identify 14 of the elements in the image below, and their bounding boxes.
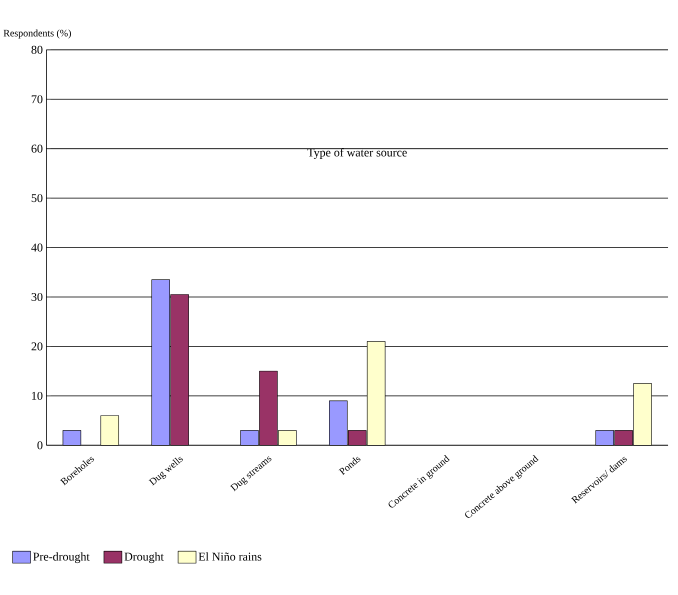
y-tick-label: 60 — [32, 144, 42, 153]
legend-label: Drought — [124, 552, 164, 564]
y-tick-label: 80 — [31, 46, 42, 54]
y-tick-label: 20 — [32, 342, 42, 351]
y-tick-label: 10 — [32, 392, 42, 400]
legend-label: Pre-drought — [33, 552, 90, 564]
y-tick-label: 50 — [32, 194, 42, 202]
x-tick-label: Dug wells — [148, 456, 183, 486]
y-tick-label: 0 — [37, 441, 42, 450]
y-tick-label: 70 — [32, 95, 42, 104]
y-tick-label: 40 — [31, 244, 42, 252]
legend-label: El Niño rains — [198, 552, 262, 561]
y-axis-title: Respondents (%) — [4, 30, 71, 39]
y-tick-label: 30 — [32, 293, 42, 302]
